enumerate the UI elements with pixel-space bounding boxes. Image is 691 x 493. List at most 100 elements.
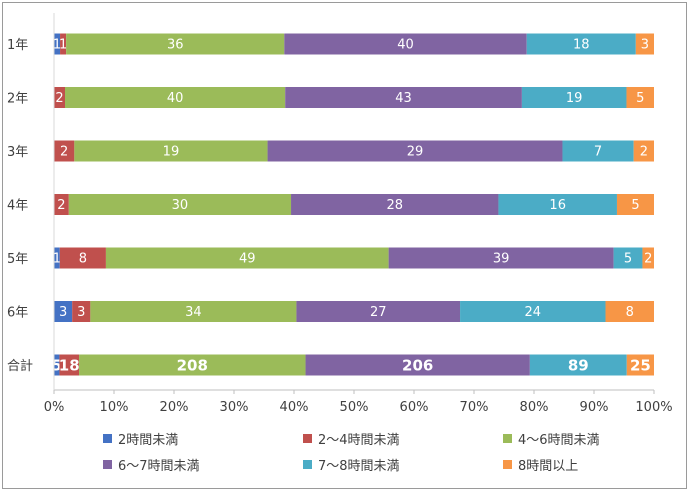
category-label: 2年 (7, 92, 28, 107)
bar-segment-4-3 (388, 247, 614, 269)
data-label-6-2: 208 (177, 357, 208, 375)
bar-segment-0-5 (635, 33, 654, 55)
data-label-4-5: 2 (644, 252, 652, 267)
data-label-1-1: 2 (55, 91, 63, 106)
x-tick-label: 80% (520, 400, 549, 415)
data-label-5-4: 24 (525, 305, 542, 320)
bar-segment-6-5 (626, 354, 654, 376)
data-label-2-3: 29 (407, 145, 424, 160)
data-label-6-4: 89 (568, 357, 589, 375)
bar-segment-5-4 (460, 301, 606, 322)
bar-segment-2-1 (54, 140, 75, 162)
bar-segment-6-2 (79, 354, 306, 376)
bar-segment-6-0 (54, 354, 60, 376)
bar-segment-6-1 (59, 354, 80, 376)
data-label-3-5: 5 (631, 198, 639, 213)
data-label-6-3: 206 (402, 357, 433, 375)
bar-segment-5-1 (72, 301, 91, 322)
bar-segment-5-2 (90, 301, 297, 322)
bar-segment-4-1 (59, 247, 106, 269)
data-label-4-0: 1 (53, 252, 61, 267)
data-label-4-2: 49 (239, 252, 256, 267)
bar-segment-5-0 (54, 301, 73, 322)
category-label: 4年 (7, 199, 28, 214)
bar-segment-3-2 (68, 194, 292, 215)
legend-label: 2～4時間未満 (318, 433, 400, 448)
data-label-6-1: 18 (59, 357, 80, 375)
stacked-bar-chart: 11 36 40 18 32 40 43 19 52 19 29 7 22 30 28 16 51 8 49 39 5 2… (7, 13, 673, 474)
legend-label: 2時間未満 (118, 433, 178, 448)
data-label-4-4: 5 (624, 252, 632, 267)
legend-swatch (103, 434, 112, 443)
data-label-4-3: 39 (493, 252, 510, 267)
data-label-2-2: 19 (163, 145, 180, 160)
legend-label: 4～6時間未満 (518, 433, 600, 448)
bar-segment-4-5 (642, 247, 654, 269)
legend-swatch (503, 434, 512, 443)
bar-segment-3-5 (616, 194, 654, 215)
category-label: 合計 (7, 358, 33, 374)
legend-item-1: 2～4時間未満 (303, 433, 400, 448)
data-label-3-4: 16 (549, 198, 566, 213)
data-label-0-5: 3 (641, 38, 649, 53)
data-label-5-3: 27 (370, 305, 387, 320)
data-label-1-4: 19 (566, 91, 583, 106)
bar-segment-1-1 (54, 87, 66, 108)
legend-swatch (503, 460, 512, 469)
x-tick-label: 70% (460, 400, 489, 415)
data-label-3-2: 30 (172, 198, 189, 213)
bar-segment-0-4 (526, 33, 636, 55)
legend-item-2: 4～6時間未満 (503, 433, 600, 448)
legend-swatch (303, 434, 312, 443)
x-tick-label: 60% (400, 400, 429, 415)
legend-label: 8時間以上 (518, 459, 578, 474)
data-label-5-5: 8 (626, 305, 634, 320)
chart-frame: 1 1 36 40 18 3 2 40 43 19 5 2 19 29 7 2 2 30 28 16 5 1 8 49 39 5 2… (2, 2, 687, 489)
x-tick-label: 90% (580, 400, 609, 415)
bar-segment-4-0 (54, 247, 60, 269)
data-label-3-3: 28 (386, 198, 403, 213)
data-label-3-1: 2 (57, 198, 65, 213)
x-tick-label: 40% (280, 400, 309, 415)
data-label-5-1: 3 (77, 305, 85, 320)
data-label-0-2: 36 (167, 38, 184, 53)
data-label-4-1: 8 (79, 252, 87, 267)
category-label: 6年 (7, 306, 28, 321)
data-label-5-2: 34 (185, 305, 202, 320)
bar-segment-4-4 (613, 247, 643, 269)
bar-segment-0-2 (66, 33, 285, 55)
category-label: 3年 (7, 145, 28, 160)
bar-segment-2-5 (633, 140, 654, 162)
bar-segment-2-4 (562, 140, 634, 162)
bar-segment-2-3 (267, 140, 563, 162)
data-label-5-0: 3 (59, 305, 67, 320)
category-label: 1年 (7, 38, 28, 53)
x-tick-label: 30% (220, 400, 249, 415)
x-tick-label: 10% (100, 400, 129, 415)
bar-segment-5-5 (605, 301, 654, 322)
data-label-2-4: 7 (594, 145, 602, 160)
data-label-6-5: 25 (630, 357, 651, 375)
legend-label: 7～8時間未満 (318, 459, 400, 474)
data-label-2-5: 2 (640, 145, 648, 160)
x-tick-label: 20% (160, 400, 189, 415)
legend-item-4: 7～8時間未満 (303, 459, 400, 474)
bar-segment-1-5 (626, 87, 654, 108)
x-tick-label: 50% (340, 400, 369, 415)
bar-segment-0-1 (60, 33, 67, 55)
legend-swatch (303, 460, 312, 469)
data-label-0-1: 1 (59, 38, 67, 53)
bar-segment-1-2 (65, 87, 286, 108)
data-label-0-4: 18 (573, 38, 590, 53)
data-label-1-3: 43 (395, 91, 412, 106)
x-tick-label: 0% (44, 400, 65, 415)
data-label-2-1: 2 (60, 145, 68, 160)
bar-segment-5-3 (296, 301, 461, 322)
bar-segment-6-3 (305, 354, 530, 376)
legend-item-5: 8時間以上 (503, 459, 578, 474)
data-label-1-5: 5 (636, 91, 644, 106)
legend-item-3: 6～7時間未満 (103, 459, 200, 474)
data-label-1-2: 40 (167, 91, 184, 106)
legend-swatch (103, 460, 112, 469)
bar-segment-0-0 (54, 33, 61, 55)
